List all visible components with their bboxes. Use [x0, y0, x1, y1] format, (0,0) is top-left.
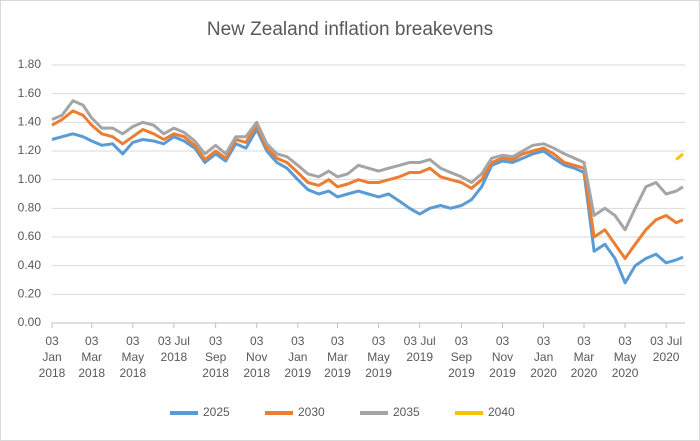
- y-tick-label: 0.40: [18, 258, 42, 272]
- x-tick-label: 03 Sep 2018: [202, 334, 229, 380]
- series-line: [51, 109, 684, 260]
- y-tick-label: 1.00: [18, 172, 42, 186]
- y-tick-label: 0.60: [18, 229, 42, 243]
- x-tick-label: 03 Nov 2019: [489, 334, 516, 380]
- x-tick-label: 03 Mar 2019: [324, 334, 351, 380]
- y-tick-label: 1.60: [18, 86, 42, 100]
- legend-label: 2040: [488, 405, 515, 419]
- y-tick-label: 1.80: [18, 57, 42, 71]
- legend-label: 2025: [203, 405, 230, 419]
- x-tick-label: 03 Jul 2020: [650, 334, 683, 364]
- y-tick-label: 0.80: [18, 201, 42, 215]
- x-tick-label: 03 Jul 2018: [157, 334, 190, 364]
- x-tick-label: 03 Mar 2020: [570, 334, 598, 380]
- legend-label: 2035: [393, 405, 420, 419]
- y-tick-label: 0.00: [18, 315, 42, 329]
- x-tick-label: 03 Jan 2020: [530, 334, 557, 380]
- legend-label: 2030: [298, 405, 325, 419]
- x-tick-label: 03 May 2018: [119, 334, 147, 380]
- y-tick-label: 1.40: [18, 115, 42, 129]
- x-tick-label: 03 Jan 2019: [284, 334, 312, 380]
- x-tick-label: 03 Nov 2018: [243, 334, 271, 380]
- series-line: [51, 128, 684, 285]
- x-tick-label: 03 May 2020: [611, 334, 639, 380]
- y-tick-label: 1.20: [18, 143, 42, 157]
- series-line: [675, 152, 684, 161]
- chart-title: New Zealand inflation breakevens: [207, 19, 493, 40]
- x-tick-label: 03 Jul 2019: [403, 334, 436, 364]
- y-tick-label: 0.20: [18, 287, 42, 301]
- x-tick-label: 03 Sep 2019: [448, 334, 475, 380]
- x-tick-label: 03 May 2019: [365, 334, 392, 380]
- x-tick-label: 03 Jan 2018: [38, 334, 66, 380]
- series-line: [51, 99, 684, 232]
- x-tick-label: 03 Mar 2018: [78, 334, 106, 380]
